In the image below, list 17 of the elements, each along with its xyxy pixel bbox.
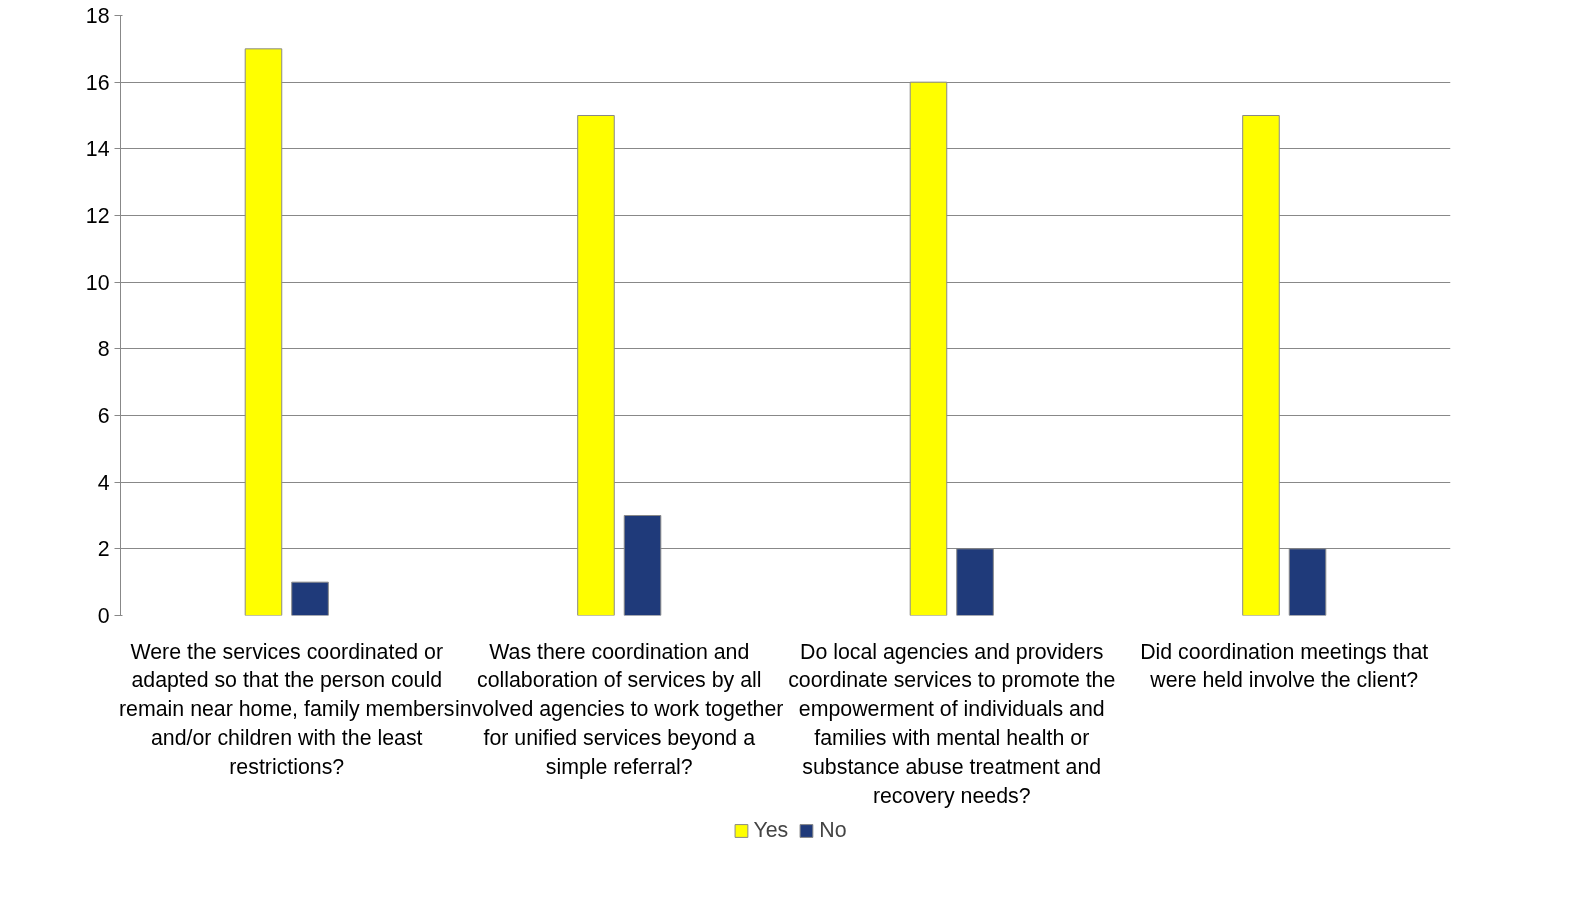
x-tick-label: Was there coordination and collaboration of services by all involved agencies to work together for unified services beyond a simple referral?: [455, 639, 784, 779]
y-tick-label: 14: [85, 137, 110, 162]
y-tick-label: 4: [97, 470, 110, 495]
y-tick-label: 12: [85, 204, 110, 228]
x-tick-label: Do local agencies and providers coordinate services to promote the empowerment of individuals and families with mental health or substance abuse treatment and recovery needs?: [788, 639, 1116, 808]
legend-label: Yes: [753, 817, 789, 843]
y-tick-label: 16: [85, 70, 110, 95]
legend-label: No: [819, 817, 847, 843]
y-tick-label: 10: [85, 270, 110, 295]
y-tick-label: 8: [97, 337, 110, 362]
x-tick-label: Were the services coordinated or adapted so that the person could remain near home, family members and/or children with the least restrictions?: [119, 639, 455, 779]
y-tick-label: 18: [85, 4, 110, 28]
y-tick-label: 6: [97, 404, 110, 428]
y-tick-label: 0: [97, 604, 110, 628]
y-tick-label: 2: [97, 537, 110, 562]
bar: [291, 581, 329, 616]
x-tick-label: Did coordination meetings that were held involve the client?: [1140, 639, 1429, 693]
